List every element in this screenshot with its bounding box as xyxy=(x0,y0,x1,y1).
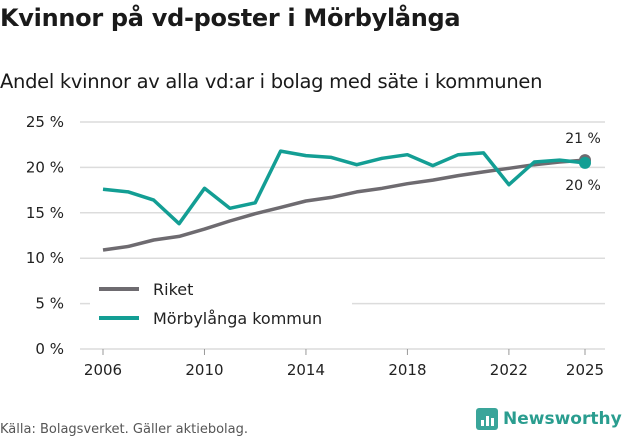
source-note: Källa: Bolagsverket. Gäller aktiebolag. xyxy=(0,422,249,437)
end-point-1 xyxy=(579,156,591,169)
newsworthy-logo: Newsworthy xyxy=(476,408,622,430)
x-tick-label: 2018 xyxy=(388,361,426,379)
y-tick-label: 15 % xyxy=(26,204,64,222)
y-tick-label: 5 % xyxy=(35,295,64,313)
chart-title: Kvinnor på vd-poster i Mörbylånga xyxy=(0,4,461,32)
legend-label-1: Mörbylånga kommun xyxy=(153,309,322,328)
legend-label-0: Riket xyxy=(153,280,193,299)
y-tick-label: 20 % xyxy=(26,158,64,176)
chart-subtitle: Andel kvinnor av alla vd:ar i bolag med … xyxy=(0,70,543,93)
line-chart: 0 % 5 % 10 % 15 % 20 % 25 % 2006 2010 2014 2018 20… xyxy=(26,113,605,379)
y-tick-label: 10 % xyxy=(26,249,64,267)
logo-text: Newsworthy xyxy=(503,409,622,429)
end-label-1: 20 % xyxy=(565,178,601,194)
x-tick-label: 2025 xyxy=(566,361,604,379)
legend-background xyxy=(90,275,352,335)
end-label-0: 21 % xyxy=(565,131,601,147)
series-line-1 xyxy=(102,149,586,226)
series-line-0 xyxy=(102,158,586,252)
x-tick-label: 2006 xyxy=(84,361,122,379)
x-tick-label: 2022 xyxy=(490,361,528,379)
x-tick-label: 2014 xyxy=(287,361,325,379)
x-tick-label: 2010 xyxy=(185,361,223,379)
y-tick-label: 0 % xyxy=(35,340,64,358)
y-tick-label: 25 % xyxy=(26,113,64,131)
logo-icon xyxy=(476,408,498,430)
